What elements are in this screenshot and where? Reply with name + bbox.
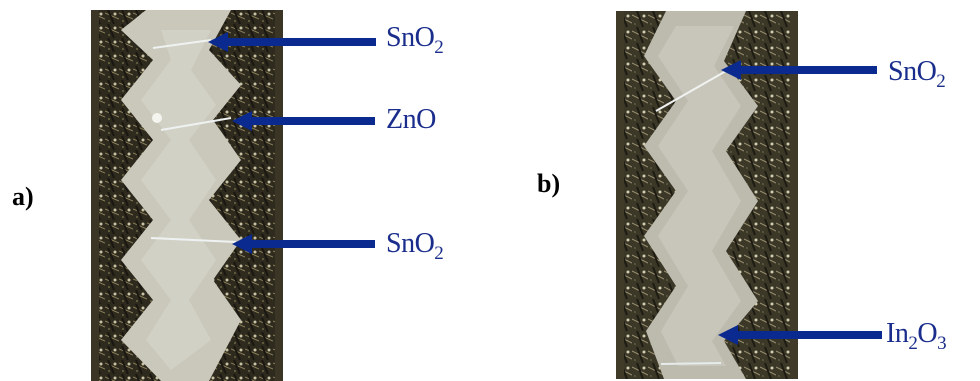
annotation-a-1: SnO2 [386, 22, 444, 58]
annotation-a-2: ZnO [386, 104, 436, 136]
arrow-b-1 [721, 60, 877, 80]
arrow-a-2 [232, 111, 375, 131]
annotation-b-1-base: SnO [888, 56, 937, 87]
annotation-b-2-sub2: 3 [937, 333, 947, 354]
annotation-b-2: In2O3 [886, 318, 947, 354]
arrow-a-1 [208, 32, 376, 52]
annotation-a-3-sub: 2 [434, 243, 444, 264]
annotation-a-1-sub: 2 [434, 37, 444, 58]
annotation-a-2-base: ZnO [386, 104, 436, 135]
arrow-b-2 [718, 325, 882, 345]
arrow-a-3 [232, 234, 375, 254]
annotation-b-1: SnO2 [888, 56, 946, 92]
annotation-b-2-sub: 2 [908, 333, 918, 354]
annotation-b-2-base: In [886, 318, 909, 349]
annotation-a-3-base: SnO [386, 228, 435, 259]
annotation-b-2-base2: O [917, 318, 938, 349]
annotation-a-3: SnO2 [386, 228, 444, 264]
panel-b-label: b) [537, 169, 561, 198]
panel-a-label: a) [12, 182, 34, 211]
panel-a-micrograph [91, 10, 283, 381]
annotation-a-1-base: SnO [386, 22, 435, 53]
annotation-b-1-sub: 2 [936, 71, 946, 92]
